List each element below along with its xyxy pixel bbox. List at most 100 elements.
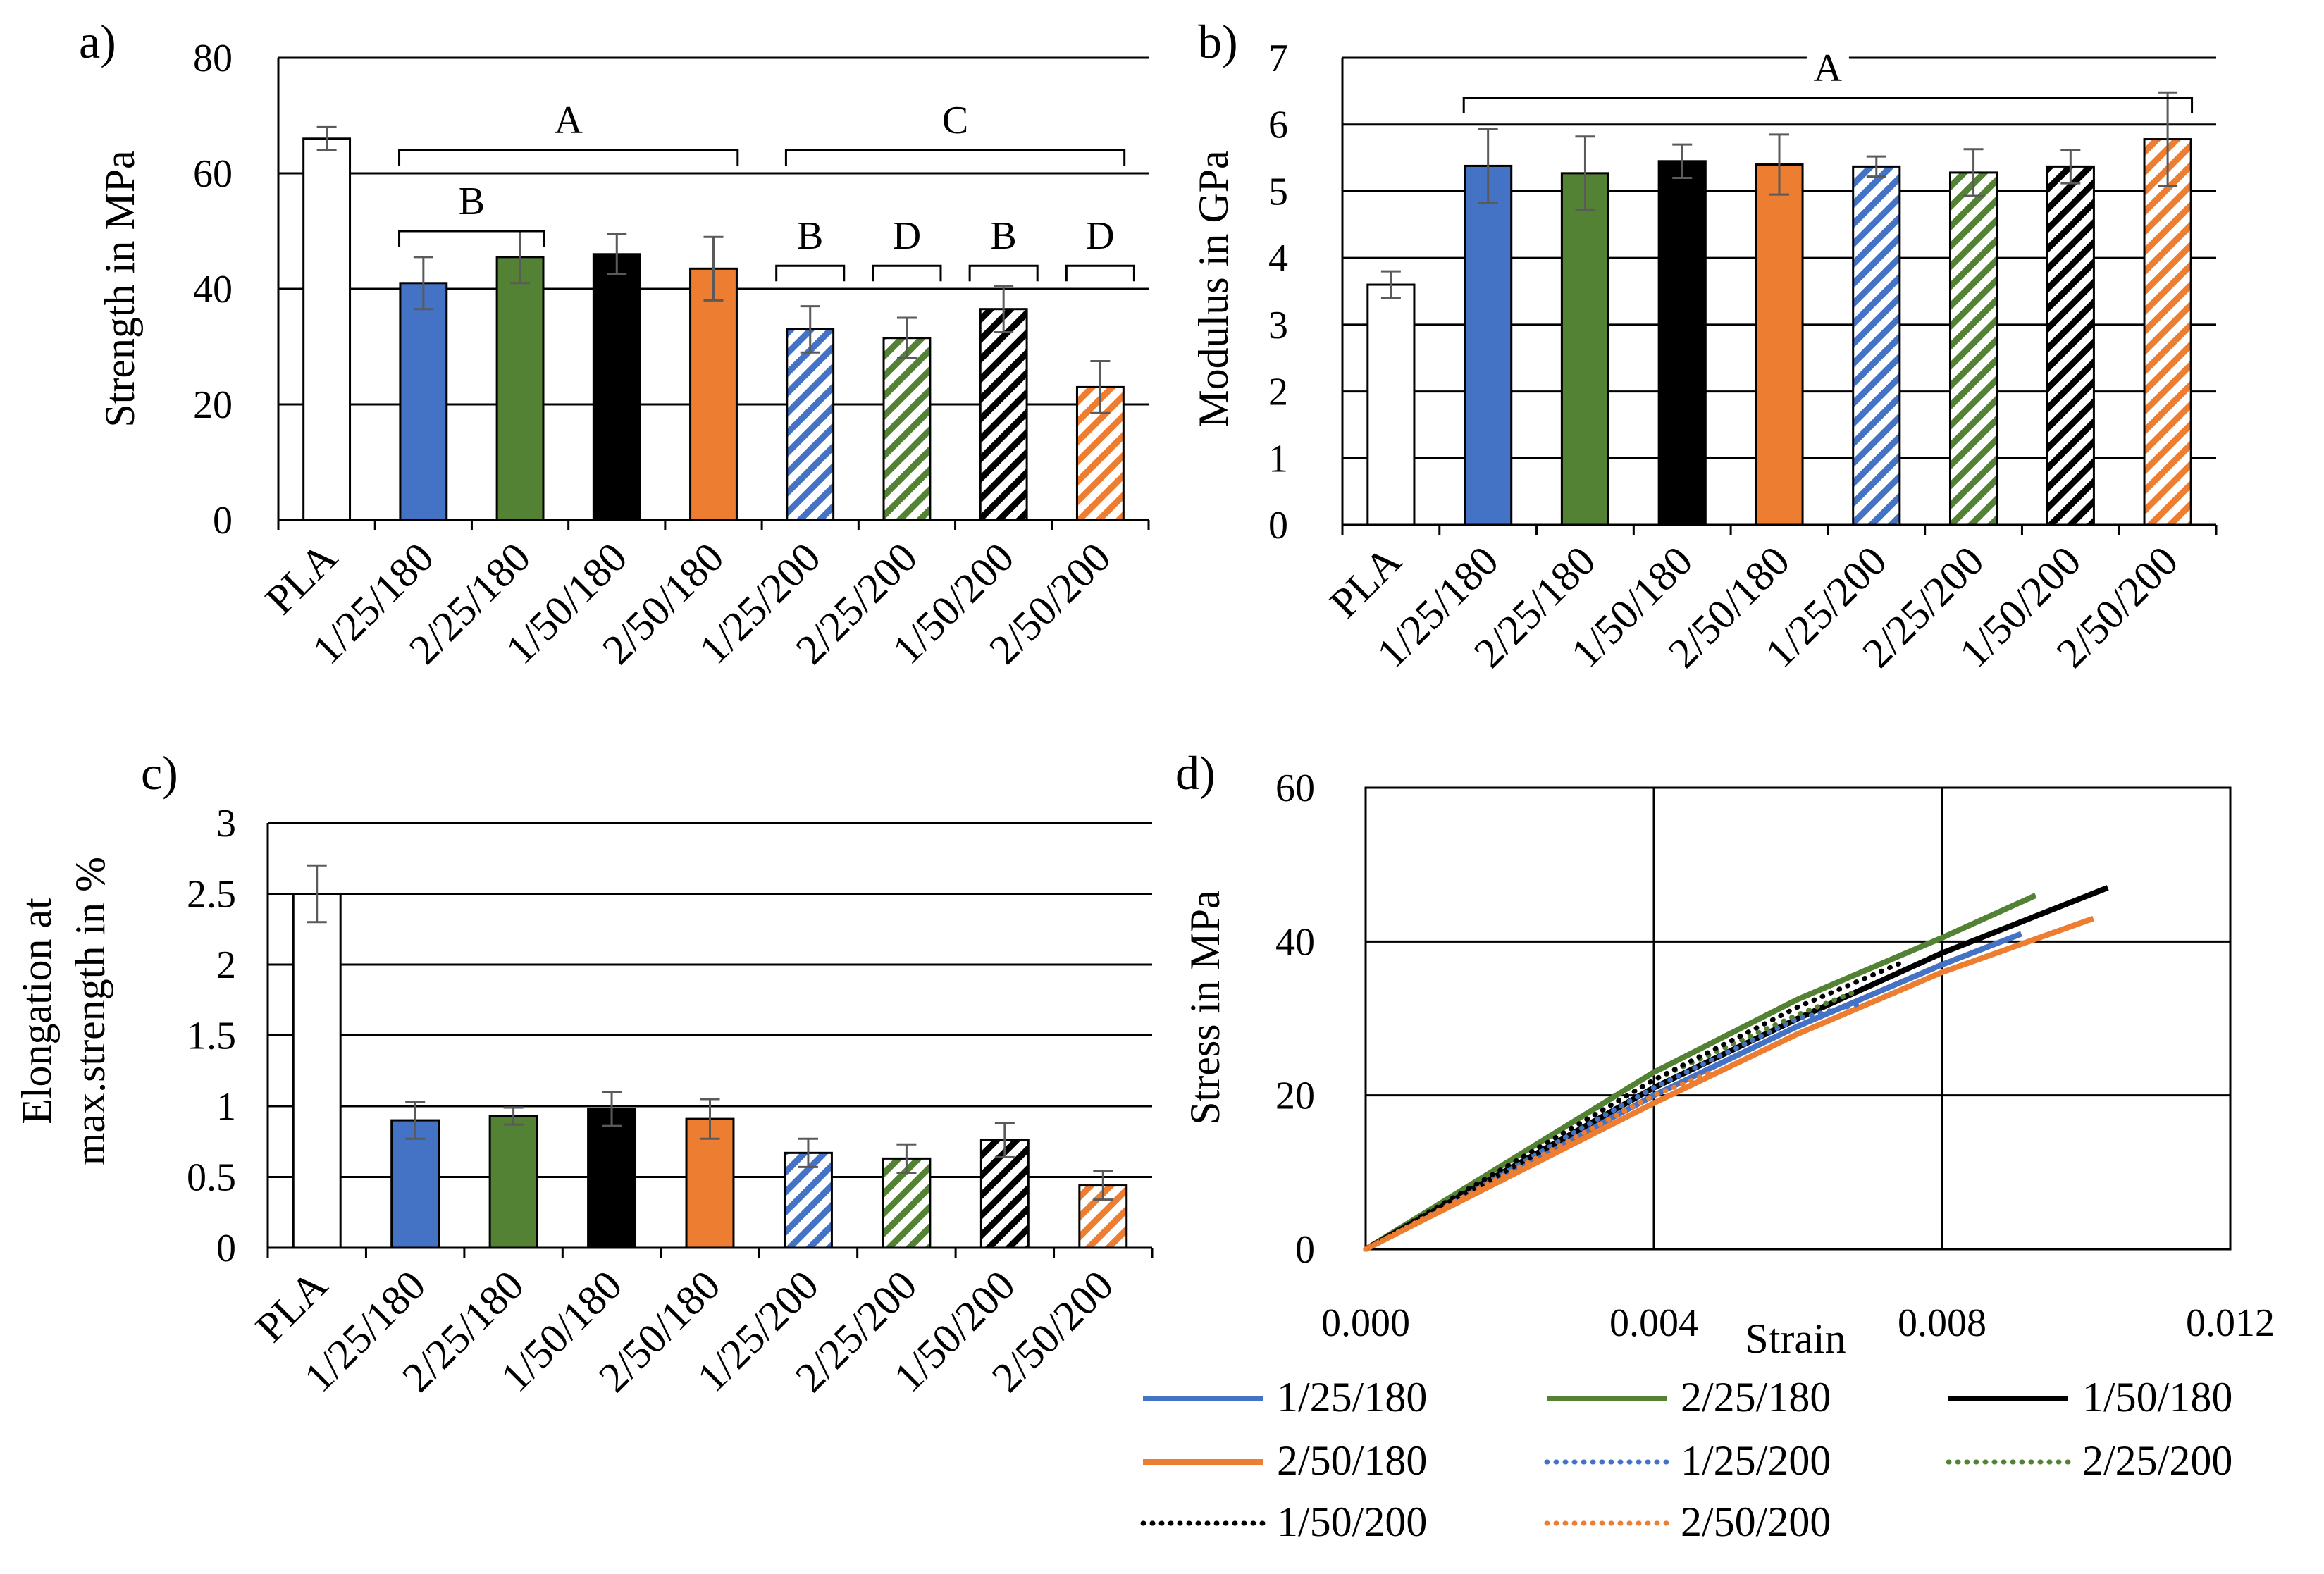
- legend-label: 1/50/200: [1277, 1499, 1427, 1545]
- panel-d-xlabel: Strain: [1745, 1315, 1846, 1362]
- significance-label: B: [459, 180, 485, 223]
- y-tick-label: 0: [213, 499, 233, 543]
- significance-bracket: [1065, 264, 1135, 282]
- significance-bracket: [968, 264, 1039, 282]
- y-tick-label: 40: [193, 268, 233, 311]
- panel-c-elongation-chart: c) Elongation at max.strength in % 0 0.5 1…: [13, 746, 1154, 1401]
- y-tick-label: 1: [1268, 437, 1288, 481]
- bar-PLA: [1366, 283, 1416, 526]
- x-tick-label: 0.008: [1898, 1301, 1986, 1345]
- bar-1-50-180: [587, 1108, 637, 1249]
- bar-1-25-180: [1464, 164, 1513, 526]
- y-tick-label: 6: [1268, 104, 1288, 147]
- significance-label-bg: [547, 95, 590, 140]
- significance-bracket: [784, 149, 1126, 166]
- legend-label: 2/50/180: [1277, 1437, 1427, 1484]
- significance-label: D: [893, 214, 921, 258]
- panel-c-ylabel-line-2: max.strength in %: [67, 857, 113, 1165]
- y-tick-label: 5: [1268, 170, 1288, 213]
- series-line-2-25-180: [1364, 893, 2037, 1252]
- panel-b-ylabel: Modulus in GPa: [1190, 150, 1237, 427]
- bar-1-25-200: [783, 1151, 833, 1249]
- panel-a-label: a): [79, 15, 116, 68]
- bar-2-50-180: [1755, 163, 1804, 526]
- plot-frame: [1364, 786, 2232, 1251]
- bar-PLA: [292, 893, 342, 1249]
- panel-c-label: c): [141, 746, 178, 800]
- y-tick-label: 0: [1295, 1228, 1315, 1272]
- category-label: PLA: [256, 534, 346, 624]
- significance-bracket: [775, 264, 846, 282]
- significance-bracket: [398, 149, 739, 166]
- significance-label-bg: [789, 211, 832, 255]
- bar-1-50-200: [979, 308, 1028, 521]
- bar-1-50-200: [2046, 165, 2095, 526]
- panel-a-ylabel: Strength in MPa: [97, 150, 143, 427]
- series-line-2-50-200-dotted: [1363, 1070, 1714, 1252]
- bar-2-25-200: [1948, 171, 1998, 526]
- significance-label-bg: [1079, 211, 1122, 255]
- bar-2-25-180: [1560, 172, 1610, 526]
- y-tick-label: 20: [193, 383, 233, 427]
- y-tick-label: 3: [1268, 304, 1288, 347]
- bar-2-25-200: [882, 337, 932, 521]
- significance-bracket: [872, 264, 942, 282]
- significance-label-bg: [885, 211, 928, 255]
- x-tick-label: 0.000: [1321, 1301, 1410, 1345]
- y-tick-label: 80: [193, 37, 233, 80]
- legend-label: 2/25/180: [1681, 1374, 1831, 1420]
- y-tick-label: 0: [216, 1227, 236, 1270]
- panel-b-label: b): [1198, 15, 1238, 68]
- significance-label-bg: [1806, 42, 1849, 87]
- panel-d-label: d): [1175, 746, 1216, 800]
- legend-label: 1/25/200: [1681, 1437, 1831, 1484]
- category-label: PLA: [247, 1262, 336, 1351]
- bar-2-25-180: [495, 256, 545, 521]
- y-tick-label: 60: [193, 152, 233, 196]
- bar-1-25-200: [1852, 165, 1901, 526]
- y-tick-label: 0: [1268, 504, 1288, 547]
- significance-label-bg: [934, 95, 977, 140]
- bar-1-50-180: [592, 253, 641, 521]
- legend-label: 2/25/200: [2082, 1437, 2232, 1484]
- significance-label: A: [554, 99, 583, 142]
- category-label: PLA: [1321, 538, 1410, 627]
- bar-2-50-200: [2143, 138, 2192, 526]
- series-line-2-50-180: [1364, 915, 2095, 1252]
- y-tick-label: 3: [216, 802, 236, 845]
- bar-PLA: [302, 137, 352, 521]
- x-tick-label: 0.012: [2186, 1301, 2275, 1345]
- y-tick-label: 4: [1268, 237, 1288, 280]
- legend-label: 1/50/180: [2082, 1374, 2232, 1420]
- significance-label: A: [1814, 47, 1843, 90]
- bar-2-50-180: [689, 267, 738, 521]
- y-tick-label: 1.5: [187, 1015, 236, 1058]
- panel-b-modulus-chart: b) Modulus in GPa 01234567PLA1/25/1802/2…: [1190, 15, 2218, 676]
- y-tick-label: 40: [1275, 920, 1315, 964]
- x-tick-label: 0.004: [1609, 1301, 1698, 1345]
- panel-d-stress-strain-chart: d) Stress in MPa Strain 0.000 0.004 0.008 0…: [1140, 746, 2275, 1545]
- panel-d-ylabel: Stress in MPa: [1182, 890, 1228, 1124]
- significance-label: C: [942, 99, 968, 142]
- significance-label: D: [1086, 214, 1114, 258]
- significance-label: B: [990, 214, 1016, 258]
- bar-2-50-180: [685, 1117, 735, 1249]
- y-tick-label: 2: [1268, 371, 1288, 414]
- bar-1-25-200: [786, 328, 835, 521]
- panel-a-strength-chart: a) Strength in MPa 020406080PLA1/25/1802…: [79, 15, 1150, 673]
- y-tick-label: 0.5: [187, 1156, 236, 1200]
- bar-2-25-180: [488, 1115, 538, 1249]
- legend-label: 1/25/180: [1277, 1374, 1427, 1420]
- legend-label: 2/50/200: [1681, 1499, 1831, 1545]
- significance-label-bg: [982, 211, 1025, 255]
- y-tick-label: 2: [216, 943, 236, 987]
- y-tick-label: 20: [1275, 1074, 1315, 1118]
- y-tick-label: 60: [1275, 767, 1315, 810]
- bar-1-25-180: [399, 282, 448, 521]
- significance-label-bg: [450, 176, 493, 220]
- series-line-1-50-200-dotted: [1363, 958, 1909, 1252]
- significance-bracket: [398, 230, 545, 247]
- significance-bracket: [1462, 97, 2194, 113]
- panel-c-ylabel-line-1: Elongation at: [13, 898, 60, 1124]
